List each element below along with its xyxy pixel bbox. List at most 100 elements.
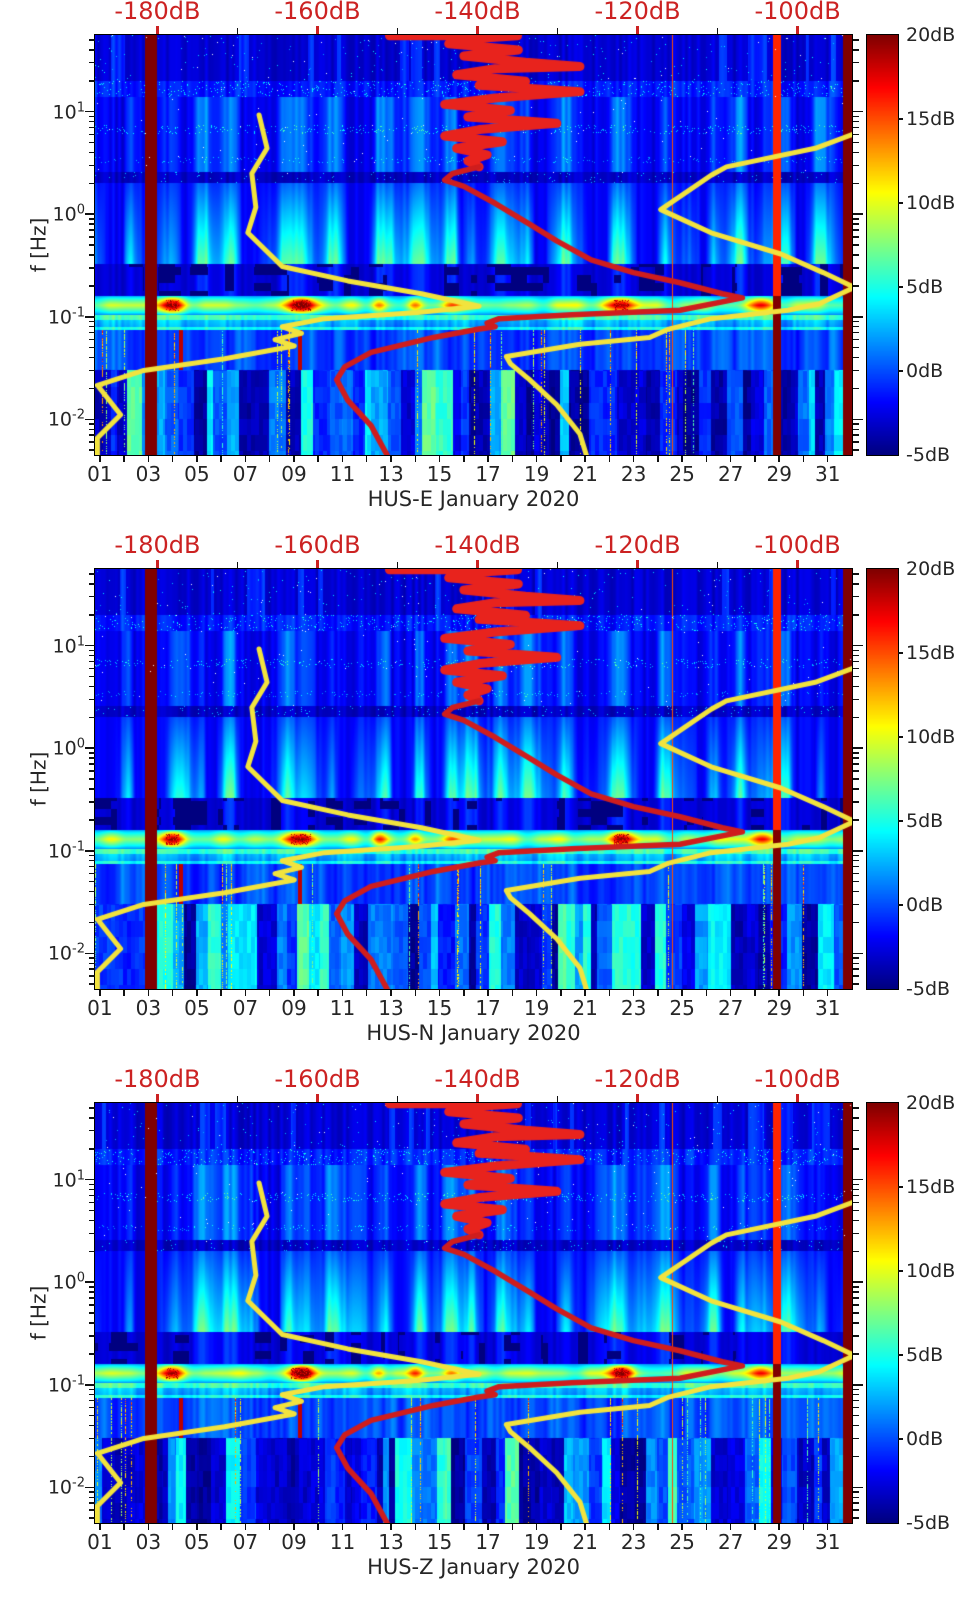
freq-tick-mantissa: 10 — [52, 1169, 77, 1192]
day-tick-label: 25 — [669, 996, 695, 1020]
top-axis-major-tick — [636, 560, 640, 568]
colorbar-tick — [898, 1438, 903, 1440]
top-axis-major-tick — [155, 1094, 159, 1102]
colorbar-tick-label: 0dB — [906, 894, 944, 916]
top-axis-minor-tick — [716, 28, 719, 34]
freq-tick-left — [85, 1486, 95, 1489]
top-axis-minor-tick — [236, 28, 239, 34]
freq-tick-right — [853, 1509, 859, 1511]
freq-tick-right — [853, 182, 859, 185]
day-tick-label: 01 — [87, 996, 113, 1020]
colorbar-tick — [898, 286, 903, 288]
freq-tick-left — [85, 1178, 95, 1181]
colorbar-tick-label: 0dB — [906, 360, 944, 382]
freq-tick-right — [853, 583, 859, 585]
freq-tick-mantissa: 10 — [47, 1374, 73, 1397]
freq-tick-exponent: 0 — [76, 1270, 85, 1286]
freq-tick-right — [853, 267, 859, 269]
day-tick-label: 07 — [232, 996, 259, 1020]
top-axis-major-tick — [796, 560, 800, 568]
top-axis-major-tick — [476, 1094, 479, 1102]
freq-tick-right — [853, 244, 859, 246]
y-axis-label: f [Hz] — [26, 751, 51, 807]
freq-tick-right — [853, 952, 863, 955]
colorbar-tick — [898, 904, 903, 906]
top-axis-minor-tick — [716, 1096, 719, 1102]
top-axis-major-tick — [476, 560, 479, 568]
top-db-tick-label: -120dB — [594, 1065, 681, 1093]
freq-tick-right — [853, 325, 859, 328]
freq-tick-label: 10-2 — [48, 1476, 85, 1499]
day-tick-label: 07 — [232, 462, 259, 486]
freq-tick-right — [853, 133, 859, 136]
top-db-tick-label: -100dB — [754, 1065, 841, 1093]
freq-tick-right — [853, 115, 859, 118]
freq-tick-right — [853, 595, 859, 598]
top-axis-major-tick — [796, 1094, 800, 1102]
day-tick-label: 25 — [669, 462, 695, 486]
panel-hus-e: -180dB -160dB -140dB -120dB -100dB 101 100 10-… — [26, 0, 955, 511]
freq-tick-right — [853, 573, 859, 575]
day-tick-label: 31 — [815, 996, 841, 1020]
freq-tick-right — [853, 962, 859, 965]
day-tick-label: 27 — [717, 996, 744, 1020]
freq-tick-right — [853, 1335, 859, 1337]
top-db-tick-label: -100dB — [754, 0, 841, 25]
freq-tick-left — [85, 1384, 95, 1386]
day-tick-label: 03 — [135, 1530, 162, 1554]
day-tick-label: 05 — [184, 462, 210, 486]
freq-tick-right — [853, 418, 863, 421]
freq-tick-label: 100 — [53, 1271, 85, 1294]
day-tick-label: 15 — [426, 1530, 453, 1554]
freq-tick-right — [853, 660, 859, 663]
freq-tick-right — [853, 316, 863, 318]
day-tick-label: 23 — [620, 462, 647, 486]
freq-tick-right — [853, 49, 859, 51]
freq-tick-right — [853, 110, 863, 113]
colorbar-tick-labels: 20dB 15dB 10dB 5dB 0dB -5dB — [906, 24, 962, 466]
freq-tick-right — [853, 1148, 859, 1150]
freq-tick-mantissa: 10 — [47, 840, 73, 863]
colorbar-tick-label: 5dB — [906, 276, 944, 298]
top-axis-major-tick — [476, 26, 479, 34]
top-axis-major-tick — [796, 26, 800, 34]
freq-tick-right — [853, 654, 859, 657]
day-tick-label: 09 — [281, 996, 307, 1020]
freq-tick-right — [853, 346, 859, 349]
colorbar-tick-label: 20dB — [906, 24, 956, 46]
day-tick-label: 29 — [766, 462, 792, 486]
freq-tick-left — [85, 952, 95, 955]
day-tick-label: 15 — [426, 996, 453, 1020]
top-axis-minor-tick — [236, 562, 239, 568]
freq-tick-right — [853, 441, 859, 443]
top-db-axis: -180dB -160dB -140dB -120dB -100dB — [95, 1065, 852, 1093]
freq-tick-left — [85, 1281, 95, 1283]
panel-hus-z: -180dB -160dB -140dB -120dB -100dB 101 100 10-… — [26, 1065, 955, 1579]
day-tick-label: 01 — [87, 1530, 113, 1554]
colorbar — [866, 1102, 899, 1524]
top-axis-minor-tick — [716, 562, 719, 568]
freq-tick-right — [853, 213, 863, 215]
colorbar-tick-label: 20dB — [906, 1092, 956, 1114]
freq-tick-right — [853, 1393, 859, 1396]
freq-tick-right — [853, 1486, 863, 1489]
freq-tick-right — [853, 1388, 859, 1391]
freq-tick-exponent: -1 — [72, 305, 85, 321]
top-db-tick-label: -160dB — [274, 531, 361, 559]
top-db-tick-label: -120dB — [594, 0, 681, 25]
colorbar — [866, 34, 899, 456]
day-tick-label: 21 — [572, 462, 598, 486]
colorbar-tick-label: 15dB — [906, 1176, 956, 1198]
freq-tick-right — [853, 1322, 859, 1324]
day-tick-label: 03 — [135, 462, 162, 486]
day-tick-label: 21 — [572, 996, 598, 1020]
colorbar-tick — [898, 202, 903, 204]
top-db-tick-label: -180dB — [114, 0, 201, 25]
freq-tick-right — [853, 1455, 859, 1458]
freq-tick-right — [853, 236, 859, 238]
top-axis-minor-tick — [556, 562, 559, 568]
day-tick-label: 09 — [281, 462, 307, 486]
freq-tick-right — [853, 1209, 859, 1212]
freq-tick-right — [853, 698, 859, 701]
day-tick-label: 03 — [135, 996, 162, 1020]
